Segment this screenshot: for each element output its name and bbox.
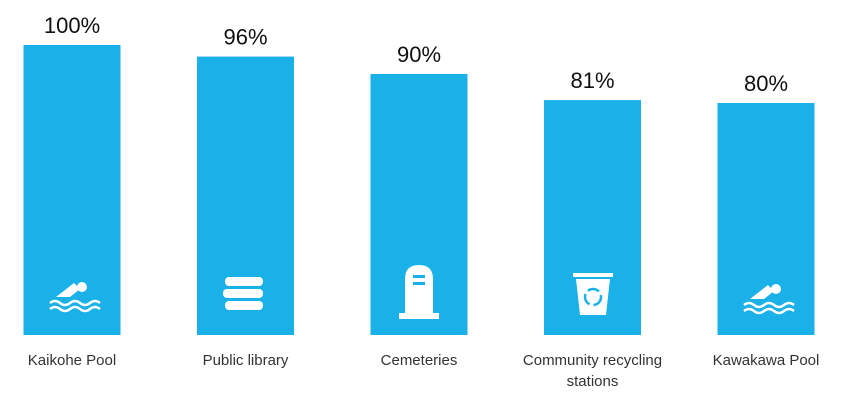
value-label: 90% xyxy=(397,42,441,67)
icons xyxy=(49,265,795,319)
bar xyxy=(717,103,815,335)
bin-icon xyxy=(573,273,613,315)
category-label: Kaikohe Pool xyxy=(27,352,117,369)
grave-icon xyxy=(399,265,439,319)
category-label: Kawakawa Pool xyxy=(712,352,820,369)
category-label: Cemeteries xyxy=(380,352,458,369)
value-label: 81% xyxy=(570,68,614,93)
value-label: 100% xyxy=(44,13,100,38)
value-label: 80% xyxy=(744,71,788,96)
value-label: 96% xyxy=(223,25,267,50)
books-icon xyxy=(223,277,263,310)
bar xyxy=(197,56,294,335)
category-label: Community recycling stations xyxy=(522,352,663,390)
category-label: Public library xyxy=(202,352,289,369)
swim-icon xyxy=(743,284,795,315)
swim-icon xyxy=(49,282,101,313)
